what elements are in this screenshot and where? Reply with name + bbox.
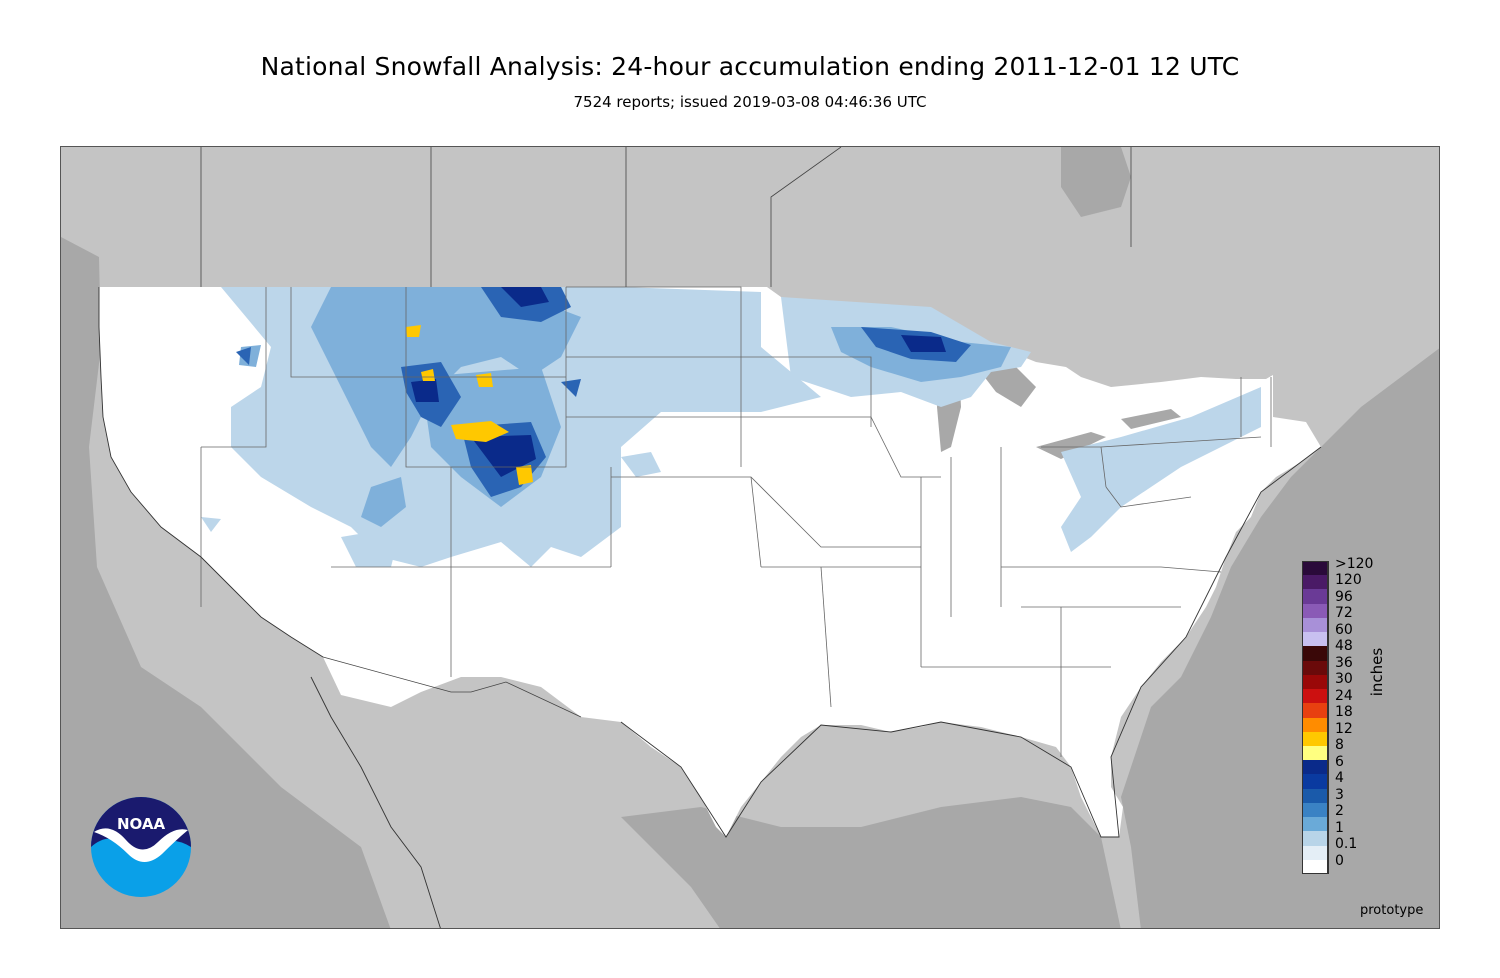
legend-swatch: [1302, 774, 1328, 790]
legend-swatch: [1302, 561, 1328, 576]
noaa-logo-text: NOAA: [117, 815, 166, 833]
map-title: National Snowfall Analysis: 24-hour accu…: [260, 52, 1240, 81]
legend-swatch: [1302, 674, 1328, 690]
legend-swatch: [1302, 802, 1328, 818]
gulf-of-mexico: [621, 797, 1121, 928]
lake-ontario: [1121, 409, 1181, 429]
legend-swatch: [1302, 660, 1328, 676]
legend-swatch: [1302, 731, 1328, 747]
west-coastline: [98, 287, 324, 658]
pacific-ocean: [61, 237, 391, 928]
legend-swatch: [1302, 632, 1328, 647]
international-borders: [200, 147, 1132, 718]
atlantic-ocean: [1121, 348, 1439, 928]
legend-swatch: [1302, 689, 1328, 704]
legend-label: 3: [1335, 786, 1344, 803]
legend-label: 120: [1335, 572, 1362, 589]
hudson-bay: [1061, 147, 1131, 217]
legend-swatch: [1302, 817, 1328, 832]
legend-label: 0: [1335, 852, 1344, 869]
legend-label: 2: [1335, 803, 1344, 820]
legend-label: 18: [1335, 704, 1353, 721]
legend-swatch: [1302, 859, 1328, 875]
noaa-logo: NOAA: [91, 797, 191, 897]
legend-swatch: [1302, 703, 1328, 718]
legend-swatch: [1302, 788, 1328, 804]
legend-label: 1: [1335, 819, 1344, 836]
legend-label: 12: [1335, 720, 1353, 737]
legend-label: 8: [1335, 737, 1344, 754]
legend-label: 6: [1335, 753, 1344, 770]
lake-erie: [1036, 432, 1106, 459]
snowfall-map: [61, 147, 1439, 928]
legend-swatch: [1302, 603, 1328, 619]
legend-swatch: [1302, 717, 1328, 733]
legend-swatch: [1302, 831, 1328, 847]
map-panel: [60, 146, 1440, 929]
legend-label: >120: [1335, 556, 1374, 572]
legend-swatch: [1302, 845, 1328, 861]
snow-peak-layer: [406, 325, 533, 485]
legend-label: 72: [1335, 605, 1353, 622]
legend-label: 24: [1335, 687, 1353, 704]
legend-label: 30: [1335, 671, 1353, 688]
legend-units-label: inches: [1368, 647, 1386, 697]
legend-label: 48: [1335, 638, 1353, 655]
legend-swatch: [1302, 589, 1328, 605]
state-borders: [200, 286, 1272, 757]
legend-swatch: [1302, 745, 1328, 761]
legend-label: 4: [1335, 770, 1344, 787]
legend-swatch: [1302, 617, 1328, 633]
legend-label: 36: [1335, 654, 1353, 671]
legend-label: 96: [1335, 588, 1353, 605]
baja-coastline: [310, 676, 441, 928]
legend-swatch: [1302, 575, 1328, 590]
legend-swatch: [1302, 646, 1328, 662]
legend-label: 0.1: [1335, 836, 1358, 853]
south-east-coastline: [620, 446, 1322, 838]
legend-swatch: [1302, 760, 1328, 775]
legend-label: 60: [1335, 621, 1353, 638]
map-subtitle: 7524 reports; issued 2019-03-08 04:46:36…: [573, 93, 927, 111]
prototype-note: prototype: [1360, 903, 1424, 918]
